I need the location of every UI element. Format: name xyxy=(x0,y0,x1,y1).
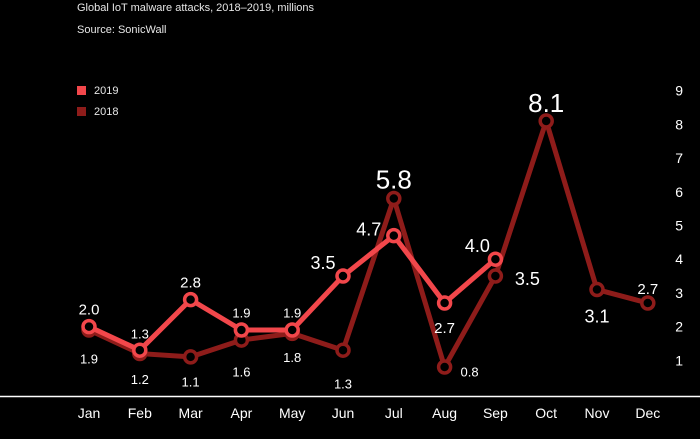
point-2019-jun xyxy=(335,268,351,284)
y-tick-label-7: 7 xyxy=(675,150,683,166)
point-2018-dec xyxy=(640,295,656,311)
data-label-2019-jun: 3.5 xyxy=(310,253,335,273)
y-tick-label-1: 1 xyxy=(675,352,683,368)
x-tick-label-dec: Dec xyxy=(635,405,660,421)
y-tick-label-5: 5 xyxy=(675,218,683,234)
point-2018-jun xyxy=(335,342,351,358)
data-label-2018-apr: 1.6 xyxy=(232,365,250,380)
y-tick-label-3: 3 xyxy=(675,285,683,301)
point-2019-apr xyxy=(233,322,250,338)
data-label-2018-dec: 2.7 xyxy=(637,281,658,298)
point-2018-aug xyxy=(436,359,453,375)
point-2019-jan xyxy=(81,318,97,335)
point-2018-mar xyxy=(182,349,199,365)
data-label-2018-feb: 1.2 xyxy=(131,372,149,387)
data-label-2018-oct: 8.1 xyxy=(528,88,564,118)
data-label-2018-sep: 3.5 xyxy=(515,269,540,289)
y-tick-label-4: 4 xyxy=(675,251,683,267)
point-2018-oct xyxy=(538,113,554,129)
legend: 2019 2018 xyxy=(77,80,118,122)
point-2019-sep xyxy=(487,251,504,267)
data-label-2019-mar: 2.8 xyxy=(180,275,201,292)
point-2019-aug xyxy=(436,295,453,311)
legend-item-2019: 2019 xyxy=(77,80,118,101)
y-tick-label-8: 8 xyxy=(675,116,683,132)
data-label-2019-sep: 4.0 xyxy=(465,236,490,256)
point-2019-mar xyxy=(182,291,199,308)
data-label-2018-may: 1.8 xyxy=(283,350,301,365)
point-2019-jul xyxy=(386,227,402,244)
chart-source: Source: SonicWall xyxy=(77,24,167,36)
x-tick-label-jun: Jun xyxy=(332,405,355,421)
series-line-2018 xyxy=(86,118,651,370)
x-tick-label-jan: Jan xyxy=(78,405,101,421)
x-tick-label-feb: Feb xyxy=(128,405,152,421)
legend-swatch-2018 xyxy=(77,107,86,116)
x-tick-label-jul: Jul xyxy=(385,405,403,421)
x-tick-label-nov: Nov xyxy=(585,405,610,421)
data-label-2019-may: 1.9 xyxy=(283,305,301,320)
data-label-2019-jul: 4.7 xyxy=(356,219,381,239)
x-tick-label-apr: Apr xyxy=(231,405,253,421)
y-tick-label-6: 6 xyxy=(675,184,683,200)
legend-label-2018: 2018 xyxy=(94,105,119,118)
data-label-2019-jan: 2.0 xyxy=(79,302,100,319)
point-2018-sep xyxy=(487,268,504,284)
data-label-2018-nov: 3.1 xyxy=(584,306,609,326)
point-2019-may xyxy=(284,322,300,338)
data-label-2018-jul: 5.8 xyxy=(376,164,412,194)
y-tick-label-9: 9 xyxy=(675,83,683,99)
data-label-2019-apr: 1.9 xyxy=(232,305,250,320)
legend-swatch-2019 xyxy=(77,86,86,95)
point-2019-feb xyxy=(132,342,148,358)
legend-label-2019: 2019 xyxy=(94,84,119,97)
x-tick-label-mar: Mar xyxy=(179,405,203,421)
chart-title: Global IoT malware attacks, 2018–2019, m… xyxy=(77,2,315,14)
data-label-2019-aug: 2.7 xyxy=(434,320,455,337)
point-2018-jul xyxy=(386,190,402,207)
legend-item-2018: 2018 xyxy=(77,101,118,122)
point-2018-nov xyxy=(589,281,605,298)
data-label-2018-mar: 1.1 xyxy=(182,374,200,389)
data-label-2018-jan: 1.9 xyxy=(80,351,98,366)
x-tick-label-may: May xyxy=(279,405,305,421)
data-label-2018-jun: 1.3 xyxy=(334,377,352,392)
x-tick-label-aug: Aug xyxy=(432,405,457,421)
y-tick-label-2: 2 xyxy=(675,319,683,335)
data-label-2019-feb: 1.3 xyxy=(131,327,149,342)
data-label-2018-aug: 0.8 xyxy=(461,364,479,379)
x-tick-label-oct: Oct xyxy=(535,405,557,421)
x-tick-label-sep: Sep xyxy=(483,405,508,421)
